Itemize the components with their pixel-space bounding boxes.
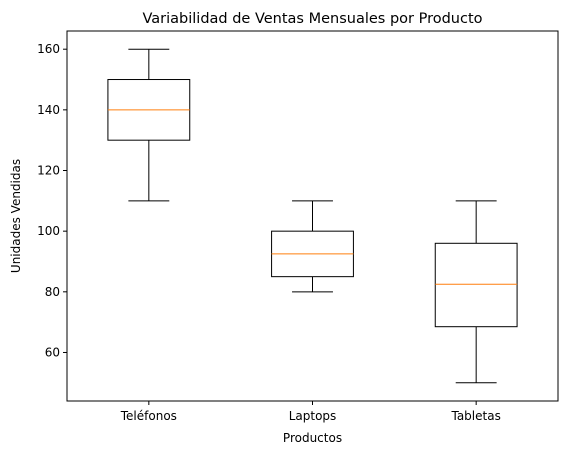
x-tick-label-0: Teléfonos: [120, 409, 177, 423]
x-axis-label: Productos: [283, 431, 342, 445]
x-tick-label-1: Laptops: [289, 409, 337, 423]
y-tick-label-80: 80: [45, 285, 60, 299]
x-axis-ticks: Teléfonos Laptops Tabletas: [120, 401, 501, 423]
y-axis-label: Unidades Vendidas: [9, 159, 23, 273]
chart-title: Variabilidad de Ventas Mensuales por Pro…: [142, 11, 482, 27]
y-tick-label-100: 100: [37, 224, 60, 238]
y-axis-ticks: 60 80 100 120 140 160: [37, 42, 67, 359]
y-tick-label-60: 60: [45, 345, 60, 359]
y-tick-label-120: 120: [37, 164, 60, 178]
y-tick-label-160: 160: [37, 42, 60, 56]
y-tick-label-140: 140: [37, 103, 60, 117]
x-tick-label-2: Tabletas: [450, 409, 500, 423]
